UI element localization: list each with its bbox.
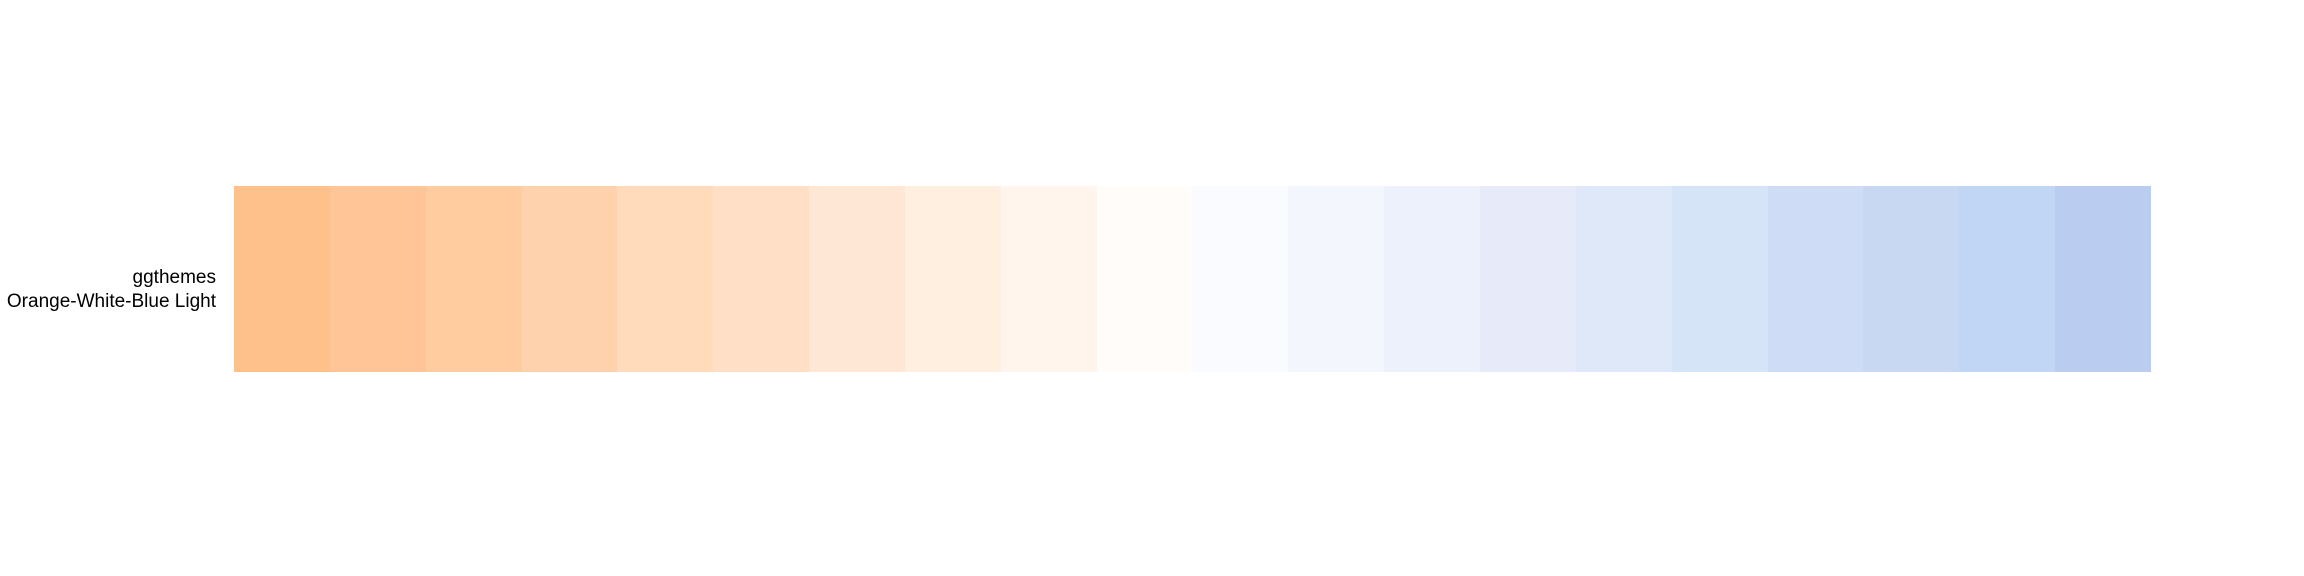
color-swatch (904, 186, 1001, 372)
color-swatch (1863, 186, 1960, 372)
color-swatch (617, 186, 714, 372)
color-swatch (1192, 186, 1289, 372)
color-swatch (329, 186, 426, 372)
color-swatch (1671, 186, 1768, 372)
color-swatch (1000, 186, 1097, 372)
color-swatch (1384, 186, 1480, 372)
palette-name: Orange-White-Blue Light (6, 291, 216, 312)
color-swatch (521, 186, 618, 372)
palette-package-name: ggthemes (132, 267, 216, 288)
color-swatch (234, 186, 330, 372)
color-swatch (1575, 186, 1672, 372)
swatch-strip (234, 186, 2151, 372)
color-swatch (425, 186, 522, 372)
color-swatch (1288, 186, 1385, 372)
color-swatch (1959, 186, 2056, 372)
color-swatch (809, 186, 905, 372)
color-swatch (1479, 186, 1576, 372)
color-swatch (1767, 186, 1864, 372)
color-swatch (713, 186, 810, 372)
color-swatch (2055, 186, 2151, 372)
palette-label: ggthemes Orange-White-Blue Light (7, 266, 216, 314)
color-swatch (1096, 186, 1193, 372)
